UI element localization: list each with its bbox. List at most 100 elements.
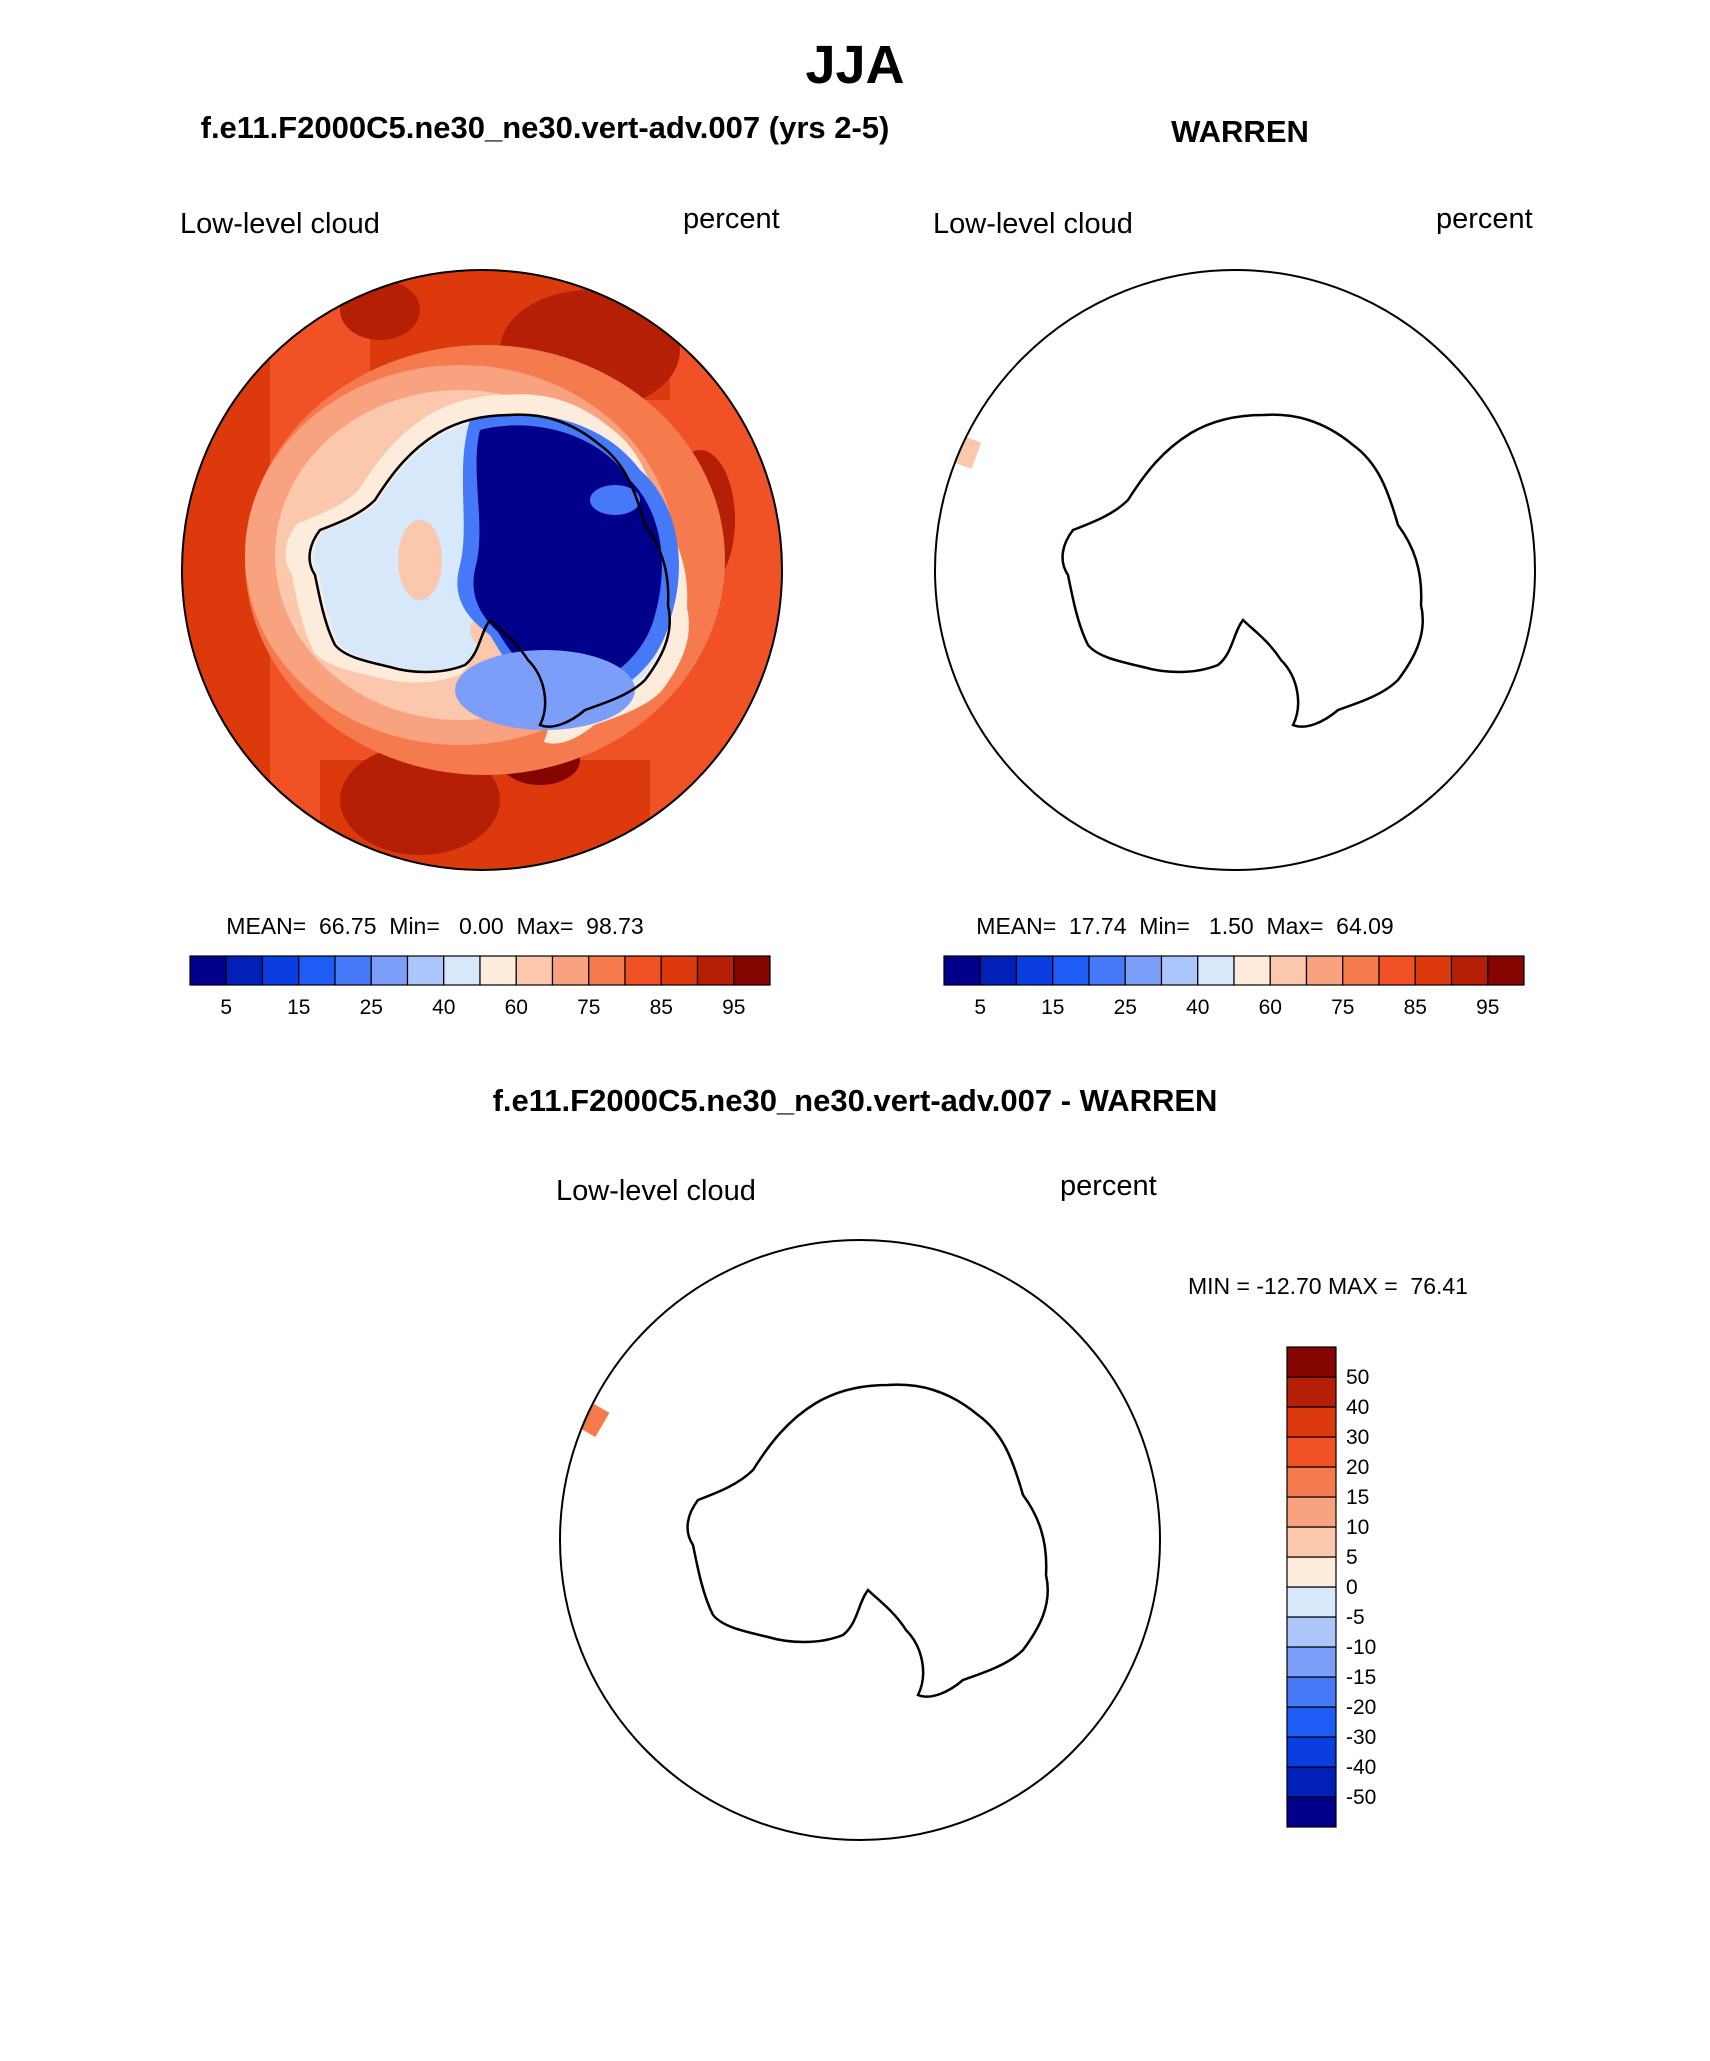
colorbar-box — [1286, 1676, 1337, 1708]
colorbar-box — [1378, 955, 1416, 986]
colorbar-box — [189, 955, 227, 986]
colorbar-box — [1269, 955, 1308, 986]
colorbar-box — [1286, 1616, 1337, 1648]
colorbar-tick-label: -5 — [1346, 1606, 1365, 1629]
colorbar-tick-label: 30 — [1346, 1426, 1369, 1449]
colorbar-box — [1286, 1796, 1337, 1828]
colorbar-box — [943, 955, 981, 986]
colorbar-box — [1286, 1406, 1337, 1438]
colorbar-tick-label: 50 — [1346, 1366, 1369, 1389]
colorbar-box — [1305, 955, 1344, 986]
colorbar-tick-label: -20 — [1346, 1696, 1376, 1719]
panel-2-units-label: percent — [1436, 203, 1533, 235]
colorbar-tick-label: 60 — [1259, 996, 1282, 1019]
colorbar-tick-label: -30 — [1346, 1726, 1376, 1749]
colorbar-box — [1124, 955, 1163, 986]
colorbar-tick-label: -40 — [1346, 1756, 1376, 1779]
map-diff-cell — [574, 1400, 610, 1438]
colorbar-box — [696, 955, 735, 986]
colorbar-box — [1286, 1526, 1337, 1558]
colorbar-box — [1197, 955, 1235, 986]
panel-3-units-label: percent — [1060, 1170, 1157, 1202]
main-title: JJA — [805, 35, 905, 95]
colorbar-box — [261, 955, 300, 986]
colorbar-box — [1286, 1376, 1337, 1408]
colorbar-tick-label: 85 — [650, 996, 673, 1019]
colorbar-tick-label: 20 — [1346, 1456, 1369, 1479]
colorbar-box — [1286, 1706, 1337, 1738]
colorbar-tick-label: 75 — [1331, 996, 1354, 1019]
colorbar-box — [1160, 955, 1199, 986]
colorbar-tick-label: 95 — [1476, 996, 1499, 1019]
map-ice-plateau-inner — [473, 425, 662, 688]
colorbar-tick-label: 85 — [1404, 996, 1427, 1019]
colorbar-tick-label: -15 — [1346, 1666, 1376, 1689]
colorbar-panel-1: 5 15 25 40 60 75 85 95 — [189, 955, 771, 1019]
colorbar-tick-label: 0 — [1346, 1576, 1358, 1599]
colorbar-box — [1015, 955, 1054, 986]
colorbar-box — [1286, 1346, 1337, 1378]
colorbar-box — [1414, 955, 1453, 986]
panel-1-stats: MEAN= 66.75 Min= 0.00 Max= 98.73 — [226, 913, 644, 939]
map-obs-cell — [950, 435, 982, 469]
panel-3-stats: MIN = -12.70 MAX = 76.41 — [1188, 1273, 1468, 1299]
colorbar-box — [298, 955, 336, 986]
colorbar-tick-label: -10 — [1346, 1636, 1376, 1659]
colorbar-box — [1286, 1646, 1337, 1678]
colorbar-box — [479, 955, 517, 986]
colorbar-box — [1450, 955, 1489, 986]
colorbar-box — [1088, 955, 1126, 986]
colorbar-box — [733, 955, 771, 986]
panel-1-title: f.e11.F2000C5.ne30_ne30.vert-adv.007 (yr… — [200, 110, 890, 145]
colorbar-box — [1286, 1586, 1337, 1618]
colorbar-box — [370, 955, 409, 986]
map-ice-plateau-outer — [457, 413, 679, 705]
colorbar-box — [1487, 955, 1525, 986]
colorbar-panel-2: 5 15 25 40 60 75 85 95 — [943, 955, 1525, 1019]
colorbar-tick-label: 25 — [1114, 996, 1137, 1019]
colorbar-box — [588, 955, 626, 986]
colorbar-box — [1286, 1766, 1337, 1798]
panel-1-variable-label: Low-level cloud — [180, 208, 380, 240]
colorbar-box — [1342, 955, 1380, 986]
panel-2-title: WARREN — [1171, 114, 1309, 149]
colorbar-box — [1286, 1436, 1337, 1468]
panel-3-title: f.e11.F2000C5.ne30_ne30.vert-adv.007 - W… — [492, 1083, 1218, 1118]
colorbar-box — [1052, 955, 1090, 986]
map-lowcloud-band-west — [182, 270, 270, 870]
panel-2-stats: MEAN= 17.74 Min= 1.50 Max= 64.09 — [976, 913, 1394, 939]
colorbar-box — [443, 955, 481, 986]
colorbar-box — [551, 955, 590, 986]
colorbar-tick-label: 25 — [360, 996, 383, 1019]
colorbar-tick-label: 95 — [722, 996, 745, 1019]
panel-1-units-label: percent — [683, 203, 780, 235]
colorbar-tick-label: 40 — [432, 996, 455, 1019]
colorbar-tick-label: 40 — [1186, 996, 1209, 1019]
colorbar-box — [1286, 1556, 1337, 1588]
colorbar-tick-label: 5 — [220, 996, 232, 1019]
colorbar-tick-label: 5 — [1346, 1546, 1358, 1569]
colorbar-box — [334, 955, 372, 986]
panel-2-variable-label: Low-level cloud — [933, 208, 1133, 240]
colorbar-box — [1286, 1496, 1337, 1528]
colorbar-tick-label: 15 — [287, 996, 310, 1019]
colorbar-box — [515, 955, 554, 986]
colorbar-tick-label: 5 — [974, 996, 986, 1019]
colorbar-tick-label: -50 — [1346, 1786, 1376, 1809]
colorbar-box — [979, 955, 1018, 986]
colorbar-tick-label: 15 — [1041, 996, 1064, 1019]
colorbar-tick-label: 40 — [1346, 1396, 1369, 1419]
map-lowcloud-band-north — [370, 270, 670, 400]
map-lowcloud-band-south — [320, 760, 650, 870]
colorbar-tick-label: 60 — [505, 996, 528, 1019]
panel-3-variable-label: Low-level cloud — [556, 1175, 756, 1207]
colorbar-tick-label: 75 — [577, 996, 600, 1019]
colorbar-box — [624, 955, 662, 986]
colorbar-tick-label: 10 — [1346, 1516, 1369, 1539]
colorbar-box — [225, 955, 264, 986]
colorbar-box — [660, 955, 699, 986]
